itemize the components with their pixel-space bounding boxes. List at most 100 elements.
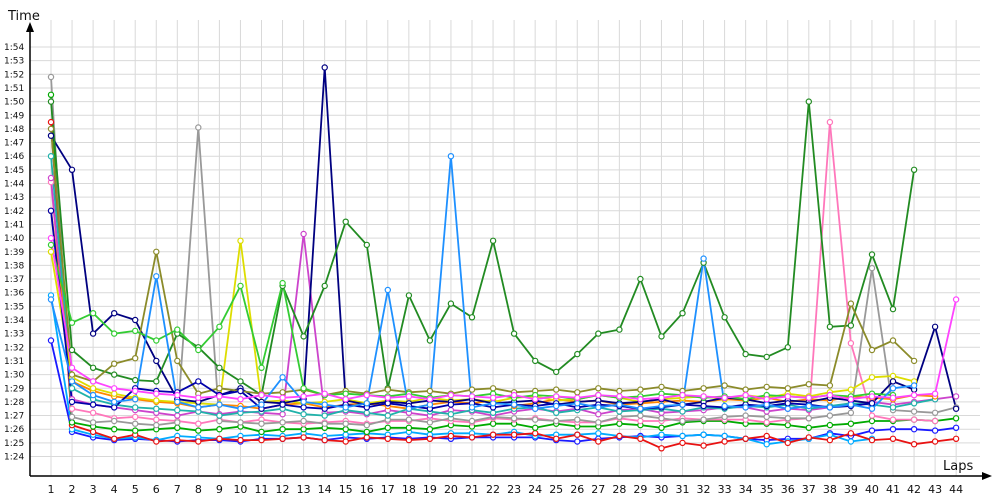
data-point [700,442,707,449]
data-point [658,415,665,422]
x-tick-label: 24 [528,483,542,496]
data-point [595,404,602,411]
data-point [342,404,349,411]
data-point [889,416,897,423]
data-point [784,400,792,407]
x-tick-label: 23 [507,483,521,496]
data-point [89,409,97,416]
data-point [910,166,918,173]
data-point [616,387,623,395]
data-point [363,434,370,441]
data-point [742,412,749,419]
data-point [237,436,244,444]
data-point [216,385,223,392]
data-point [300,333,307,340]
data-point [952,296,960,303]
data-point [110,385,118,392]
x-tick-label: 43 [928,483,942,496]
y-tick-label: 1:37 [4,275,24,285]
data-point [321,64,328,71]
data-point [826,412,834,419]
data-point [637,275,644,283]
data-point [574,389,581,396]
data-point [131,420,139,427]
data-point [300,398,307,406]
data-point [300,411,307,418]
data-point [195,438,202,445]
data-point [595,411,602,418]
data-point [405,424,413,431]
data-point [89,378,97,385]
y-tick-label: 1:33 [4,330,24,340]
data-point [847,438,855,445]
data-point [595,419,602,426]
data-point [679,401,686,408]
data-point [47,152,55,160]
data-point [616,408,623,415]
data-point [110,404,118,411]
data-point [616,432,623,440]
data-point [47,125,55,133]
series-line-17 [50,237,957,401]
series-points [47,64,960,452]
data-point [742,391,749,399]
data-point [510,401,518,408]
data-point [763,383,770,391]
y-tick-label: 1:43 [4,193,24,203]
data-point [258,436,265,444]
data-point [532,424,539,431]
data-point [637,435,644,442]
data-point [174,424,181,431]
x-tick-label: 20 [444,483,458,496]
data-point [595,391,602,399]
data-point [47,234,55,242]
data-point [342,420,349,427]
data-point [721,438,728,445]
data-point [47,91,55,99]
x-tick-label: 12 [276,483,290,496]
data-point [174,436,181,444]
y-tick-label: 1:50 [4,98,24,108]
data-point [216,412,223,419]
data-point [489,394,497,401]
data-point [47,73,55,81]
data-point [110,330,118,337]
data-point [574,416,581,423]
data-point [763,396,770,403]
data-point [153,397,160,404]
data-point [637,386,644,393]
data-point [300,434,307,441]
series-lines [50,66,957,450]
data-point [742,435,749,442]
y-tick-labels: 1:24 1:25 1:26 1:27 1:28 1:29 1:30 1:31 1:32 1:33… [4,43,24,463]
y-tick-label: 1:35 [4,302,24,312]
x-tick-label: 4 [111,483,118,496]
y-tick-label: 1:31 [4,357,24,367]
data-point [279,426,286,433]
data-point [174,406,181,414]
data-point [805,434,813,441]
data-point [110,390,118,397]
data-point [426,401,434,408]
data-point [637,417,644,425]
data-point [131,396,139,403]
x-tick-label: 39 [844,483,858,496]
data-point [237,405,244,412]
data-point [763,353,770,361]
data-point [742,350,749,358]
data-point [574,350,581,358]
data-point [679,310,686,317]
data-point [931,438,939,445]
data-point [131,404,139,411]
data-point [426,435,434,442]
y-tick-label: 1:24 [4,453,24,463]
y-tick-label: 1:28 [4,398,24,408]
data-point [405,416,413,423]
x-tick-label: 33 [718,483,732,496]
x-tick-label: 28 [612,483,626,496]
data-point [89,310,97,317]
data-point [658,431,665,438]
data-point [279,401,286,408]
data-point [174,412,181,419]
x-tick-label: 35 [760,483,774,496]
